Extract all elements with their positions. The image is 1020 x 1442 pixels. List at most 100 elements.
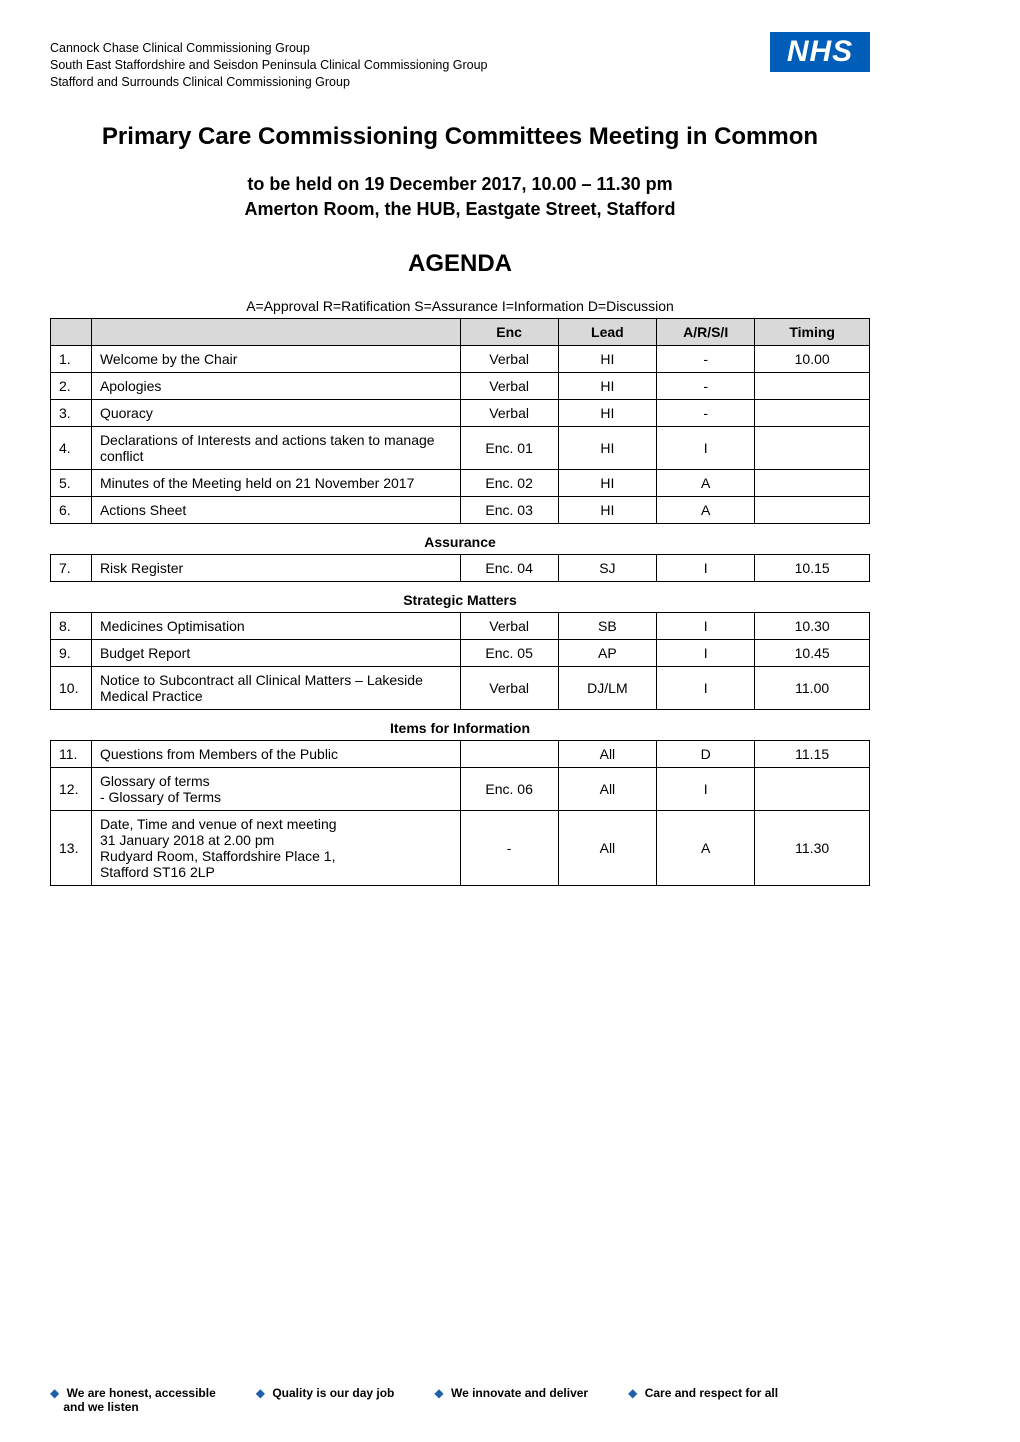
row-lead: SB — [558, 613, 656, 640]
row-lead: HI — [558, 470, 656, 497]
row-enc: Enc. 04 — [460, 555, 558, 582]
row-lead: All — [558, 811, 656, 886]
agenda-heading: AGENDA — [50, 250, 870, 278]
col-arsi: A/R/S/I — [657, 319, 755, 346]
row-arsi: - — [657, 346, 755, 373]
org-line-3: Stafford and Surrounds Clinical Commissi… — [50, 74, 870, 91]
row-num: 10. — [51, 667, 92, 710]
section-title: Items for Information — [50, 720, 870, 736]
key-legend: A=Approval R=Ratification S=Assurance I=… — [50, 298, 870, 314]
table-row: 11.Questions from Members of the Public A… — [51, 741, 870, 768]
row-arsi: A — [657, 497, 755, 524]
row-num: 12. — [51, 768, 92, 811]
row-enc: Enc. 02 — [460, 470, 558, 497]
row-arsi: I — [657, 640, 755, 667]
row-item: Apologies — [91, 373, 460, 400]
diamond-icon: ◆ — [256, 1386, 265, 1400]
row-num: 3. — [51, 400, 92, 427]
row-arsi: I — [657, 555, 755, 582]
row-arsi: I — [657, 427, 755, 470]
row-arsi: A — [657, 811, 755, 886]
footer-item-4: ◆ Care and respect for all — [628, 1386, 778, 1414]
org-line-2: South East Staffordshire and Seisdon Pen… — [50, 57, 870, 74]
row-timing — [755, 470, 870, 497]
col-blank — [51, 319, 92, 346]
row-lead: HI — [558, 400, 656, 427]
table-row: 5.Minutes of the Meeting held on 21 Nove… — [51, 470, 870, 497]
diamond-icon: ◆ — [50, 1386, 59, 1400]
row-lead: All — [558, 741, 656, 768]
row-enc: Verbal — [460, 667, 558, 710]
footer-text-1a: We are honest, accessible — [67, 1386, 216, 1400]
col-lead: Lead — [558, 319, 656, 346]
agenda-main-table: Enc Lead A/R/S/I Timing 1.Welcome by the… — [50, 318, 870, 524]
table-row: 6.Actions SheetEnc. 03HIA — [51, 497, 870, 524]
row-num: 7. — [51, 555, 92, 582]
row-arsi: I — [657, 768, 755, 811]
row-item: Welcome by the Chair — [91, 346, 460, 373]
table-row: 7.Risk RegisterEnc. 04SJI10.15 — [51, 555, 870, 582]
meeting-subhead: to be held on 19 December 2017, 10.00 – … — [50, 172, 870, 222]
table-row: 8.Medicines OptimisationVerbalSBI10.30 — [51, 613, 870, 640]
col-timing: Timing — [755, 319, 870, 346]
row-num: 9. — [51, 640, 92, 667]
row-lead: HI — [558, 346, 656, 373]
table-row: 1.Welcome by the ChairVerbalHI-10.00 — [51, 346, 870, 373]
row-arsi: I — [657, 613, 755, 640]
col-enc: Enc — [460, 319, 558, 346]
row-enc: Enc. 03 — [460, 497, 558, 524]
row-num: 6. — [51, 497, 92, 524]
diamond-icon: ◆ — [434, 1386, 443, 1400]
row-lead: AP — [558, 640, 656, 667]
row-item: Declarations of Interests and actions ta… — [91, 427, 460, 470]
footer-text-3: We innovate and deliver — [451, 1386, 588, 1400]
row-arsi: - — [657, 400, 755, 427]
org-line-1: Cannock Chase Clinical Commissioning Gro… — [50, 40, 870, 57]
row-timing — [755, 768, 870, 811]
row-num: 8. — [51, 613, 92, 640]
section-title: Assurance — [50, 534, 870, 550]
row-lead: HI — [558, 427, 656, 470]
row-arsi: A — [657, 470, 755, 497]
row-num: 11. — [51, 741, 92, 768]
row-item: Medicines Optimisation — [91, 613, 460, 640]
row-timing — [755, 373, 870, 400]
page-footer: ◆ We are honest, accessible and we liste… — [50, 1386, 870, 1414]
table-header-row: Enc Lead A/R/S/I Timing — [51, 319, 870, 346]
row-num: 13. — [51, 811, 92, 886]
row-lead: All — [558, 768, 656, 811]
table-row: 2.ApologiesVerbalHI- — [51, 373, 870, 400]
row-enc: - — [460, 811, 558, 886]
row-num: 2. — [51, 373, 92, 400]
row-item: Budget Report — [91, 640, 460, 667]
row-item: Glossary of terms- Glossary of Terms — [91, 768, 460, 811]
table-row: 10.Notice to Subcontract all Clinical Ma… — [51, 667, 870, 710]
row-item: Questions from Members of the Public — [91, 741, 460, 768]
row-lead: DJ/LM — [558, 667, 656, 710]
row-enc: Verbal — [460, 400, 558, 427]
subhead-line-2: Amerton Room, the HUB, Eastgate Street, … — [50, 197, 870, 222]
row-lead: HI — [558, 497, 656, 524]
row-enc: Enc. 05 — [460, 640, 558, 667]
table-row: 4.Declarations of Interests and actions … — [51, 427, 870, 470]
row-enc: Verbal — [460, 346, 558, 373]
table-row: 13.Date, Time and venue of next meeting3… — [51, 811, 870, 886]
row-enc: Verbal — [460, 373, 558, 400]
footer-text-4: Care and respect for all — [645, 1386, 778, 1400]
table-row: 12.Glossary of terms- Glossary of TermsE… — [51, 768, 870, 811]
row-item: Quoracy — [91, 400, 460, 427]
row-lead: SJ — [558, 555, 656, 582]
row-enc: Enc. 01 — [460, 427, 558, 470]
table-row: 9.Budget ReportEnc. 05API10.45 — [51, 640, 870, 667]
agenda-section-table: 11.Questions from Members of the Public A… — [50, 740, 870, 886]
footer-item-2: ◆ Quality is our day job — [256, 1386, 395, 1414]
row-arsi: D — [657, 741, 755, 768]
footer-item-3: ◆ We innovate and deliver — [434, 1386, 588, 1414]
table-row: 3.QuoracyVerbalHI- — [51, 400, 870, 427]
row-lead: HI — [558, 373, 656, 400]
row-item: Actions Sheet — [91, 497, 460, 524]
agenda-section-table: 7.Risk RegisterEnc. 04SJI10.15 — [50, 554, 870, 582]
subhead-line-1: to be held on 19 December 2017, 10.00 – … — [50, 172, 870, 197]
nhs-logo: NHS — [770, 32, 870, 72]
row-timing: 10.30 — [755, 613, 870, 640]
